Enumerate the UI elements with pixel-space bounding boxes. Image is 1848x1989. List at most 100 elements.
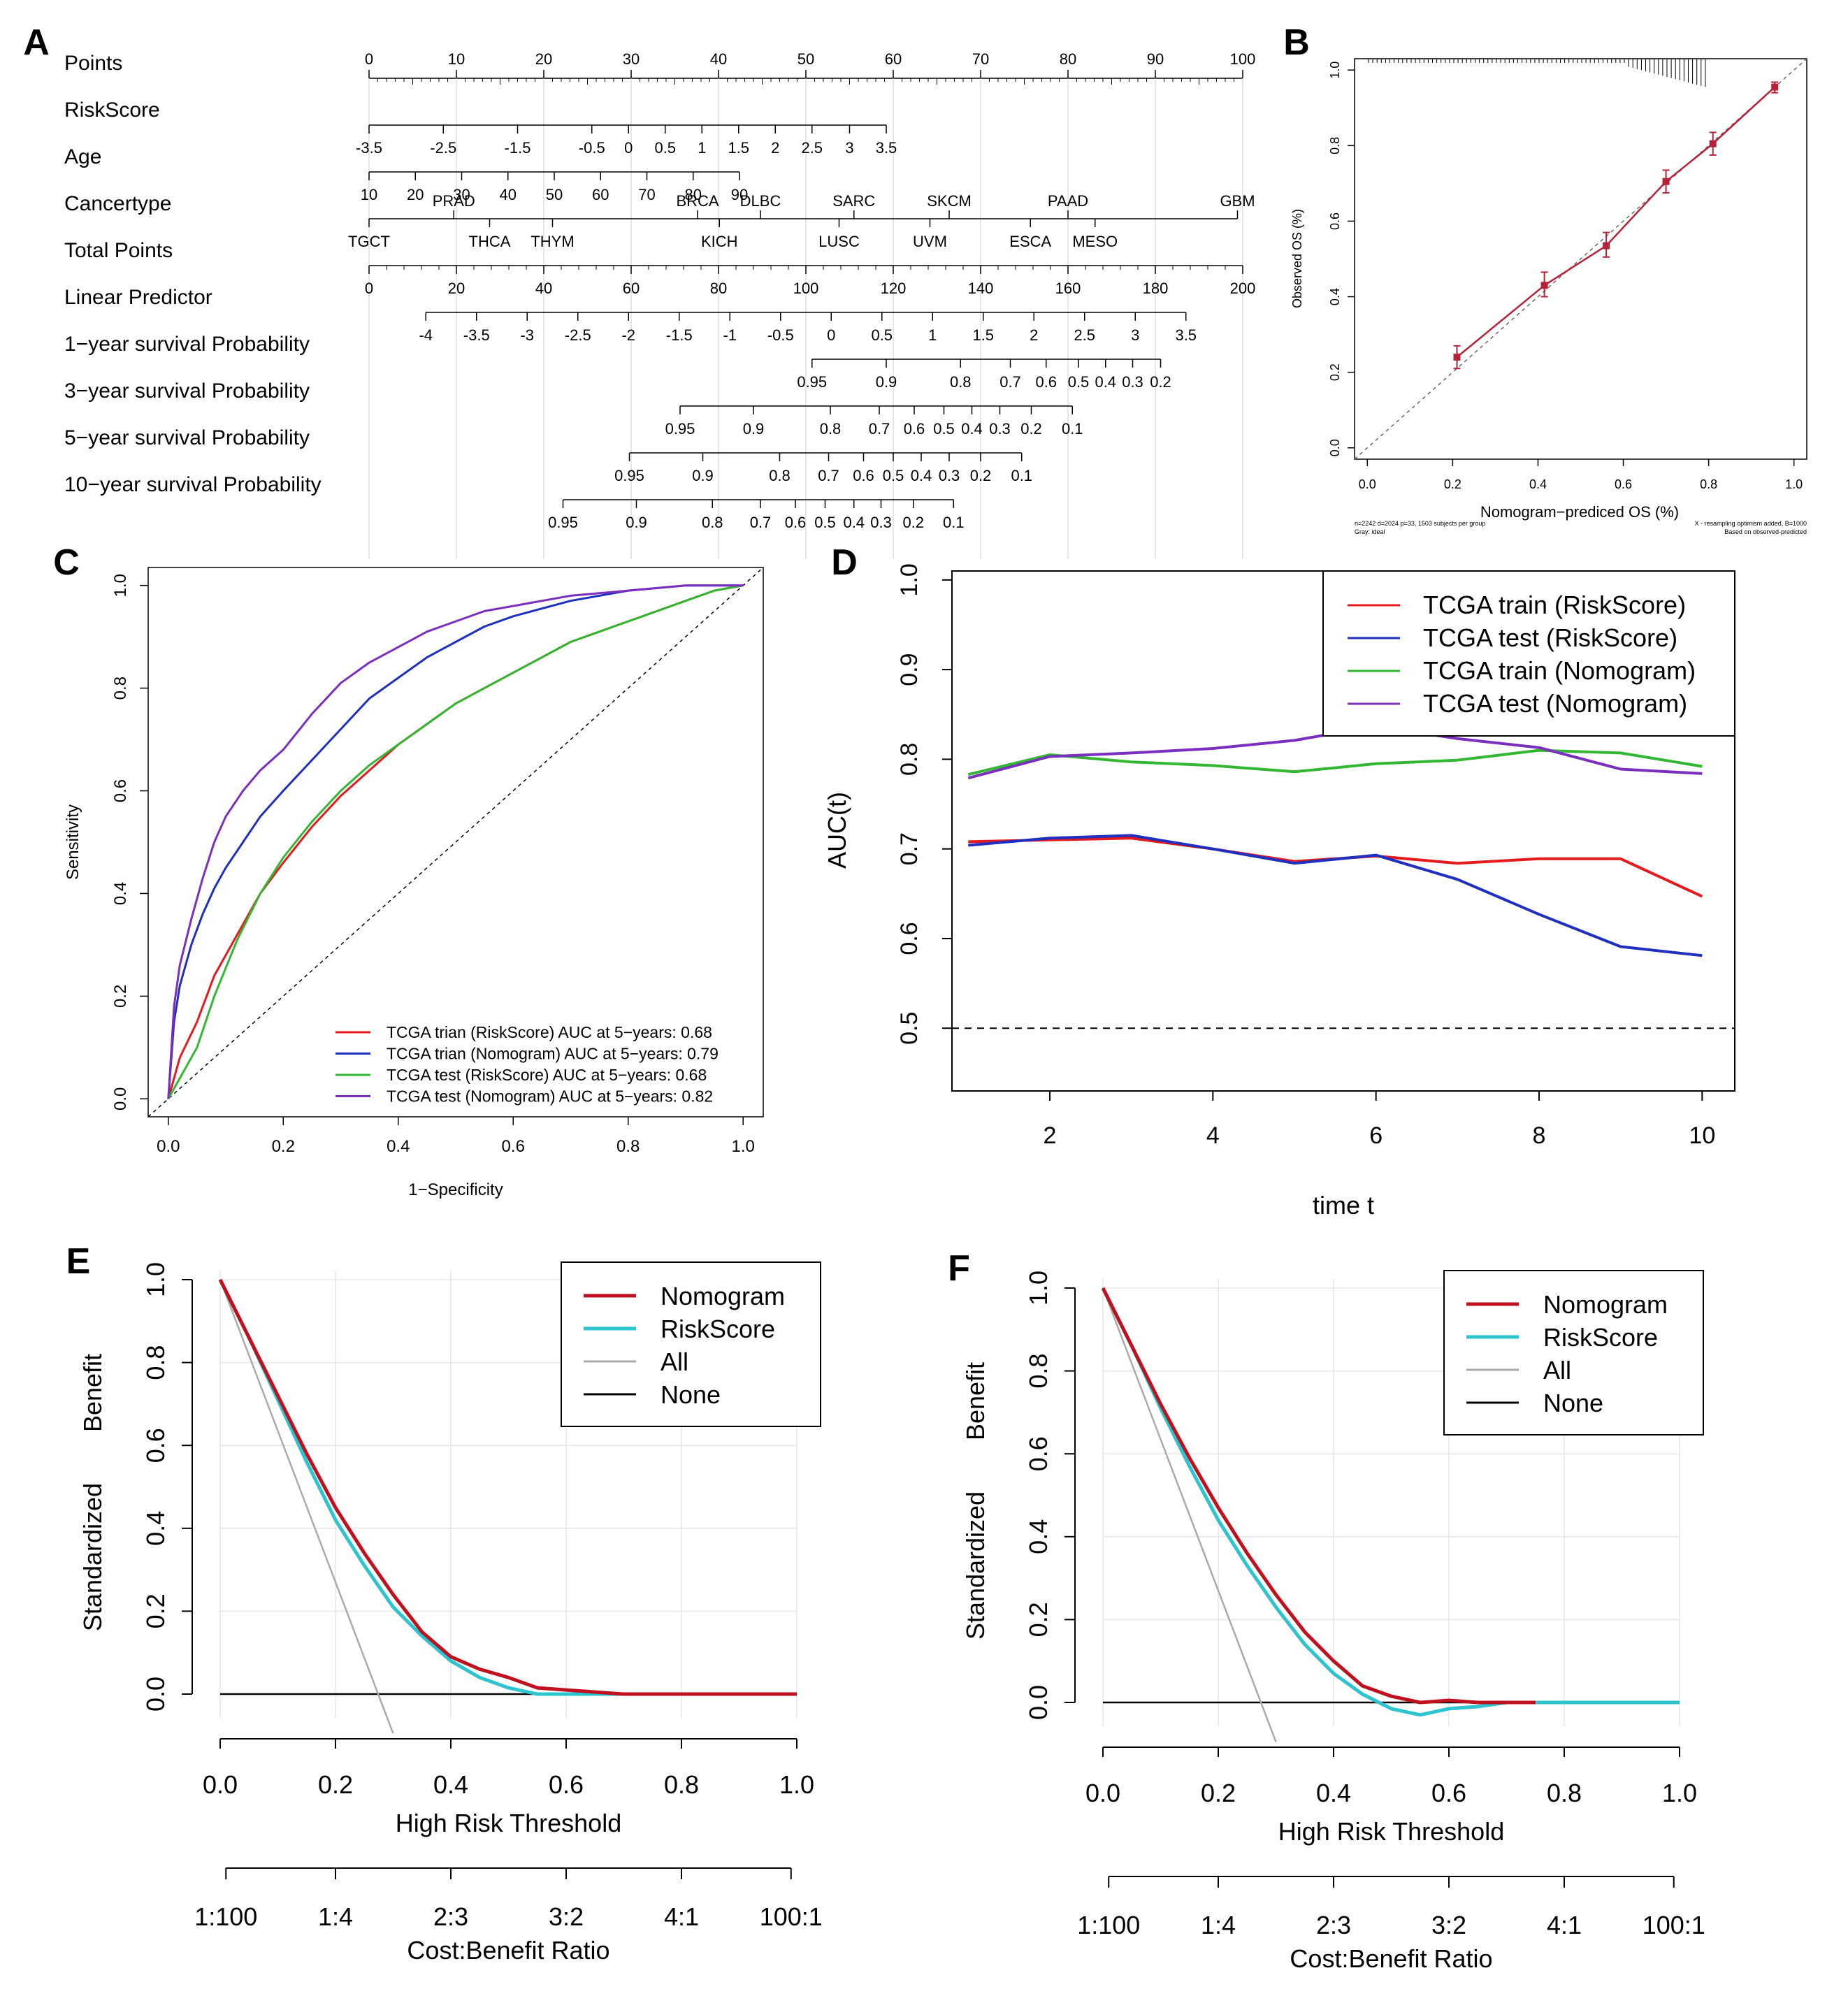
nomogram-tick-label: 1.5 bbox=[972, 326, 994, 344]
nomogram-tick-label: 0.95 bbox=[548, 514, 578, 531]
nomogram-tick-label: -0.5 bbox=[767, 326, 794, 344]
nomogram-tick-label: 0.6 bbox=[1035, 373, 1057, 391]
y-tick-label: 0.8 bbox=[141, 1345, 170, 1380]
x-tick-label: 1.0 bbox=[779, 1770, 814, 1799]
calibration-point bbox=[1771, 83, 1779, 91]
nomogram-tick-label: 3.5 bbox=[876, 139, 897, 157]
panel-label-c: C bbox=[53, 542, 80, 583]
nomogram-tick-label: 0.6 bbox=[904, 420, 925, 437]
nomogram-tick-label: 0.4 bbox=[843, 514, 865, 531]
nomogram-tick-label: 1 bbox=[928, 326, 937, 344]
nomogram-tick-label: -1.5 bbox=[505, 139, 531, 157]
nomogram-tick-label: 70 bbox=[972, 50, 989, 68]
x-axis-label: 1−Specificity bbox=[408, 1180, 503, 1199]
x-tick-label: 0.4 bbox=[387, 1137, 410, 1156]
nomogram-tick-label: 50 bbox=[546, 186, 563, 203]
auc-series-line bbox=[967, 748, 1703, 776]
x-tick-label: 1.0 bbox=[1662, 1779, 1697, 1807]
decision-curve-panel: 0.0 0.2 0.4 0.6 0.8 1.0 0.0 0.2 0.4 0.6 0.8 1.0 High… bbox=[78, 1261, 823, 1965]
y-tick-label: 0.4 bbox=[1328, 288, 1342, 305]
x-tick-label: 0.8 bbox=[616, 1137, 640, 1156]
decision-curve-panel: 0.0 0.2 0.4 0.6 0.8 1.0 0.0 0.2 0.4 0.6 0.8 1.0 High… bbox=[961, 1270, 1705, 1973]
nomogram-tick-label: 0.8 bbox=[950, 373, 972, 391]
x-tick-label: 0.0 bbox=[157, 1137, 180, 1156]
legend-box bbox=[1443, 1270, 1704, 1435]
nomogram-tick-label: 0.5 bbox=[814, 514, 836, 531]
nomogram-tick-label: 10 bbox=[361, 186, 377, 203]
y-tick-label: 0.4 bbox=[141, 1511, 170, 1546]
auc-series-line bbox=[968, 837, 1703, 898]
x-tick-label: 0.0 bbox=[1359, 477, 1376, 491]
nomogram-tick-label: 0.9 bbox=[743, 420, 765, 437]
legend-label: RiskScore bbox=[1543, 1323, 1658, 1352]
footnote: n=2242 d=2024 p=33, 1503 subjects per gr… bbox=[1355, 520, 1485, 527]
cost-benefit-tick-label: 4:1 bbox=[1547, 1911, 1582, 1939]
nomogram-tick-label: 0.8 bbox=[702, 514, 723, 531]
x-tick-label: 1.0 bbox=[1785, 477, 1803, 491]
nomogram-tick-label: 0.5 bbox=[1068, 373, 1090, 391]
nomogram-tick-label: 0 bbox=[365, 280, 373, 297]
legend-label: TCGA test (Nomogram) AUC at 5−years: 0.8… bbox=[387, 1087, 713, 1106]
nomogram-tick-label: 2.5 bbox=[1074, 326, 1095, 344]
nomogram-tick-label: 70 bbox=[638, 186, 655, 203]
calibration-point bbox=[1662, 178, 1670, 185]
legend-box bbox=[1322, 570, 1735, 737]
y-tick-label: 0.2 bbox=[141, 1593, 170, 1628]
x-tick-label: 0.4 bbox=[433, 1770, 468, 1799]
nomogram-tick-label: 90 bbox=[731, 186, 748, 203]
nomogram-tick-label: 1 bbox=[698, 139, 706, 157]
decision-curve-line bbox=[218, 1278, 797, 1696]
footnote: Based on observed-predicted bbox=[1724, 528, 1807, 535]
chance-diagonal bbox=[147, 567, 764, 1118]
nomogram-category-label: TGCT bbox=[348, 233, 390, 250]
nomogram-tick-label: -1 bbox=[723, 326, 737, 344]
nomogram-tick-label: -3.5 bbox=[356, 139, 382, 157]
cost-benefit-tick-label: 4:1 bbox=[664, 1902, 699, 1931]
auc-series-line bbox=[968, 834, 1703, 957]
nomogram-tick-label: 40 bbox=[710, 50, 727, 68]
nomogram-tick-label: 0.3 bbox=[989, 420, 1011, 437]
panel-label-f: F bbox=[948, 1248, 970, 1289]
x-tick-label: 4 bbox=[1206, 1122, 1220, 1149]
cost-benefit-tick-label: 2:3 bbox=[1316, 1911, 1351, 1939]
y-tick-label: 0.4 bbox=[1024, 1519, 1053, 1554]
nomogram-tick-label: 3 bbox=[845, 139, 853, 157]
y-axis-label: Standardized bbox=[78, 1483, 107, 1631]
x-tick-label: 0.8 bbox=[664, 1770, 699, 1799]
legend-label: All bbox=[660, 1347, 688, 1376]
nomogram-tick-label: 0.4 bbox=[911, 467, 932, 484]
nomogram-tick-label: 0.7 bbox=[750, 514, 772, 531]
nomogram-category-label: THYM bbox=[530, 233, 574, 250]
nomogram-tick-label: 60 bbox=[592, 186, 609, 203]
nomogram-row-label: Cancertype bbox=[64, 192, 171, 215]
nomogram-tick-label: -2.5 bbox=[565, 326, 591, 344]
legend-label: TCGA test (RiskScore) AUC at 5−years: 0.… bbox=[387, 1066, 707, 1084]
nomogram-tick-label: 0.9 bbox=[626, 514, 647, 531]
y-tick-label: 1.0 bbox=[141, 1262, 170, 1297]
nomogram-category-label: SARC bbox=[832, 192, 875, 210]
cost-benefit-tick-label: 1:4 bbox=[1201, 1911, 1236, 1939]
nomogram-tick-label: 0 bbox=[624, 139, 633, 157]
nomogram-panel: Points 0 10 20 30 40 50 60 70 80 90 100RiskScore-3.… bbox=[64, 50, 1255, 559]
nomogram-category-label: DLBC bbox=[740, 192, 781, 210]
x-tick-label: 10 bbox=[1689, 1122, 1715, 1149]
legend-label: TCGA train (RiskScore) bbox=[1423, 591, 1686, 619]
roc-curve bbox=[167, 584, 744, 1099]
ideal-reference-line bbox=[1354, 58, 1807, 460]
nomogram-tick-label: 60 bbox=[885, 50, 902, 68]
cost-benefit-tick-label: 3:2 bbox=[1431, 1911, 1466, 1939]
x-tick-label: 0.2 bbox=[1201, 1779, 1236, 1807]
nomogram-tick-label: 0.5 bbox=[933, 420, 955, 437]
nomogram-tick-label: 0.1 bbox=[943, 514, 965, 531]
y-axis-label: AUC(t) bbox=[823, 792, 851, 869]
legend-label: TCGA trian (Nomogram) AUC at 5−years: 0.… bbox=[387, 1045, 719, 1063]
nomogram-category-label: LUSC bbox=[818, 233, 860, 250]
legend-label: Nomogram bbox=[660, 1282, 785, 1310]
nomogram-row-label: Total Points bbox=[64, 239, 173, 262]
nomogram-tick-label: 0.5 bbox=[871, 326, 893, 344]
legend-label: TCGA trian (RiskScore) AUC at 5−years: 0… bbox=[387, 1023, 712, 1041]
nomogram-tick-label: -0.5 bbox=[579, 139, 605, 157]
nomogram-tick-label: 0.6 bbox=[785, 514, 807, 531]
nomogram-category-label: SKCM bbox=[927, 192, 972, 210]
nomogram-tick-label: 0.1 bbox=[1062, 420, 1083, 437]
